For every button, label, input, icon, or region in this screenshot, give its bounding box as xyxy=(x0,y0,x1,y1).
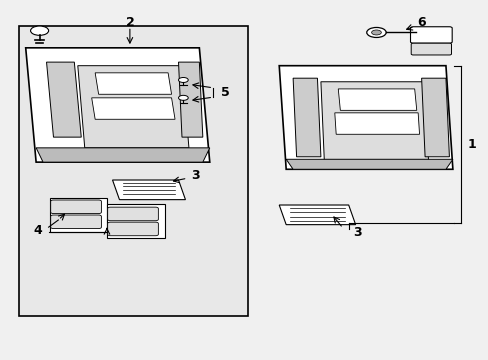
FancyBboxPatch shape xyxy=(410,43,450,55)
Polygon shape xyxy=(112,180,185,200)
Polygon shape xyxy=(36,148,209,162)
FancyBboxPatch shape xyxy=(107,222,158,236)
Polygon shape xyxy=(178,62,203,137)
Text: 3: 3 xyxy=(352,226,361,239)
FancyBboxPatch shape xyxy=(107,207,158,221)
Polygon shape xyxy=(91,98,175,119)
Polygon shape xyxy=(338,89,416,111)
Polygon shape xyxy=(95,73,171,94)
Text: 4: 4 xyxy=(33,224,42,237)
Circle shape xyxy=(30,26,48,35)
Polygon shape xyxy=(279,205,355,225)
Circle shape xyxy=(366,27,386,37)
Polygon shape xyxy=(279,66,452,169)
FancyBboxPatch shape xyxy=(19,26,247,316)
FancyBboxPatch shape xyxy=(409,27,451,43)
Circle shape xyxy=(371,30,381,35)
FancyBboxPatch shape xyxy=(51,200,101,213)
Text: 1: 1 xyxy=(467,138,476,151)
Polygon shape xyxy=(292,78,320,157)
Polygon shape xyxy=(285,159,452,169)
Polygon shape xyxy=(50,198,107,232)
Circle shape xyxy=(178,77,188,82)
Text: 5: 5 xyxy=(220,86,229,99)
Polygon shape xyxy=(421,78,448,157)
Text: 3: 3 xyxy=(191,169,200,182)
Text: 6: 6 xyxy=(416,15,425,28)
FancyBboxPatch shape xyxy=(51,215,101,229)
Polygon shape xyxy=(46,62,81,137)
Polygon shape xyxy=(320,82,427,162)
Polygon shape xyxy=(334,113,419,134)
Circle shape xyxy=(178,95,188,100)
Polygon shape xyxy=(78,66,188,148)
Polygon shape xyxy=(107,204,164,238)
Text: 2: 2 xyxy=(125,15,134,28)
Polygon shape xyxy=(26,48,209,162)
